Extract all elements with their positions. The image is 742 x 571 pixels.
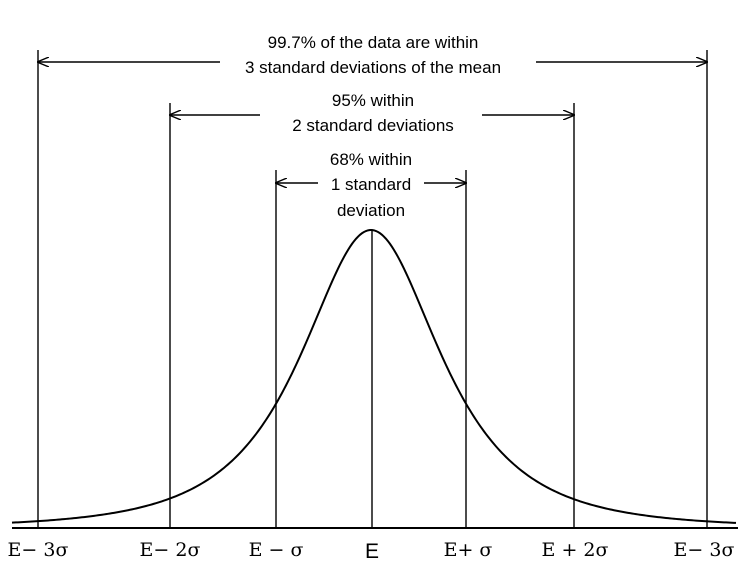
band1-label-line1: 68% within (330, 150, 412, 169)
band2-label-line1: 95% within (332, 91, 414, 110)
band1-label-line2: 1 standard (331, 175, 411, 194)
bell-curve (11, 229, 737, 524)
band3-label-line2: 3 standard deviations of the mean (245, 58, 501, 77)
band3-label-line1: 99.7% of the data are within (268, 33, 479, 52)
tick-label-minus-1-sigma: E − σ (249, 539, 304, 561)
tick-label-plus-3-sigma: E− 3σ (674, 539, 735, 561)
tick-label-plus-1-sigma: E+ σ (444, 539, 493, 561)
band1-label-line3: deviation (337, 201, 405, 220)
tick-label-minus-3-sigma: E− 3σ (8, 539, 69, 561)
tick-label-plus-2-sigma: E + 2σ (542, 539, 609, 561)
band2-label-line2: 2 standard deviations (292, 116, 454, 135)
tick-label-minus-2-sigma: E− 2σ (140, 539, 201, 561)
tick-label-mean: E (365, 540, 379, 563)
